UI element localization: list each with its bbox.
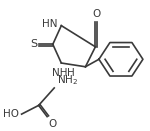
Text: NH$_2$: NH$_2$ xyxy=(57,73,78,87)
Text: O: O xyxy=(49,119,57,129)
Text: S: S xyxy=(30,39,37,49)
Text: HN: HN xyxy=(42,19,57,29)
Text: O: O xyxy=(93,9,101,19)
Text: NH: NH xyxy=(52,68,68,78)
Text: HO: HO xyxy=(3,109,19,119)
Text: H: H xyxy=(67,68,74,78)
